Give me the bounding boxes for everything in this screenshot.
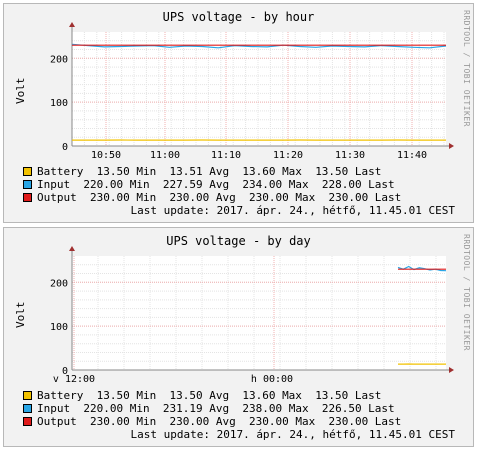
legend-row-output: Output 230.00 Min 230.00 Avg 230.00 Max … [23, 415, 401, 428]
legend-row-battery: Battery 13.50 Min 13.51 Avg 13.60 Max 13… [23, 165, 401, 178]
legend-avg: 230.00 Avg [169, 191, 236, 204]
plot-area: 0 100 200 10:50 11:00 11:10 11:20 11:30 11:40 [50, 22, 454, 161]
y-tick-label: 100 [50, 98, 68, 109]
legend-name: Input [37, 178, 71, 191]
chart-title: UPS voltage - by hour [162, 10, 315, 24]
x-tick-label: 11:30 [335, 150, 365, 161]
last-update: Last update: 2017. ápr. 24., hétfő, 11.4… [130, 204, 455, 217]
legend-min: 230.00 Min [90, 191, 157, 204]
rrdtool-credit: RRDTOOL / TOBI OETIKER [462, 10, 471, 127]
legend-max: 230.00 Max [248, 415, 316, 428]
legend-max: 234.00 Max [242, 178, 309, 191]
input-swatch [23, 180, 32, 189]
series-line-input [397, 265, 447, 272]
legend-row-battery: Battery 13.50 Min 13.50 Avg 13.60 Max 13… [23, 389, 401, 402]
y-axis-arrow [69, 246, 75, 251]
legend-last: 230.00 Last [328, 415, 402, 428]
battery-swatch [23, 391, 32, 400]
legend-min: 230.00 Min [90, 415, 157, 428]
y-tick-label: 200 [50, 54, 68, 65]
legend-avg: 230.00 Avg [169, 415, 236, 428]
legend-max: 13.60 Max [242, 165, 302, 178]
output-swatch [23, 417, 32, 426]
legend-min: 13.50 Min [96, 389, 157, 402]
legend-max: 13.60 Max [242, 389, 302, 402]
legend-avg: 231.19 Avg [162, 402, 230, 415]
legend-last: 228.00 Last [321, 178, 395, 191]
y-tick-label: 100 [50, 322, 68, 333]
y-axis-arrow [69, 22, 75, 27]
plot-area: 0 100 200 v 12:00 h 00:00 [50, 246, 454, 385]
x-tick-label: 11:40 [397, 150, 427, 161]
input-swatch [23, 404, 32, 413]
x-axis-arrow [449, 143, 454, 149]
battery-swatch [23, 167, 32, 176]
chart-panel-hour: UPS voltage - by hour RRDTOOL / TOBI OET… [3, 3, 474, 223]
last-update: Last update: 2017. ápr. 24., hétfő, 11.4… [130, 428, 455, 441]
y-tick-label: 0 [62, 142, 68, 153]
legend-avg: 13.50 Avg [169, 389, 230, 402]
x-tick-label: h 00:00 [251, 374, 293, 385]
legend-min: 220.00 Min [83, 402, 150, 415]
legend-max: 230.00 Max [248, 191, 316, 204]
legend-name: Output [37, 415, 77, 428]
legend-max: 238.00 Max [242, 402, 309, 415]
y-tick-label: 0 [62, 366, 68, 377]
x-axis-arrow [449, 367, 454, 373]
output-swatch [23, 193, 32, 202]
x-tick-label: 11:00 [150, 150, 180, 161]
legend: Battery 13.50 Min 13.51 Avg 13.60 Max 13… [23, 165, 401, 204]
legend-row-output: Output 230.00 Min 230.00 Avg 230.00 Max … [23, 191, 401, 204]
legend-name: Output [37, 191, 77, 204]
x-tick-label: 11:10 [211, 150, 241, 161]
x-tick-label: v 12:00 [53, 374, 95, 385]
legend-row-input: Input 220.00 Min 231.19 Avg 238.00 Max 2… [23, 402, 401, 415]
y-tick-label: 200 [50, 278, 68, 289]
legend-row-input: Input 220.00 Min 227.59 Avg 234.00 Max 2… [23, 178, 401, 191]
legend-min: 220.00 Min [83, 178, 150, 191]
x-tick-label: 10:50 [91, 150, 121, 161]
chart-panel-day: UPS voltage - by day RRDTOOL / TOBI OETI… [3, 227, 474, 447]
legend-min: 13.50 Min [96, 165, 157, 178]
legend-name: Input [37, 402, 71, 415]
legend: Battery 13.50 Min 13.50 Avg 13.60 Max 13… [23, 389, 401, 428]
legend-last: 13.50 Last [315, 389, 382, 402]
rrdtool-credit: RRDTOOL / TOBI OETIKER [462, 234, 471, 351]
legend-name: Battery [37, 165, 84, 178]
legend-avg: 13.51 Avg [169, 165, 230, 178]
legend-last: 230.00 Last [328, 191, 402, 204]
legend-last: 226.50 Last [321, 402, 395, 415]
legend-name: Battery [37, 389, 84, 402]
chart-title: UPS voltage - by day [166, 234, 311, 248]
legend-last: 13.50 Last [315, 165, 382, 178]
x-tick-label: 11:20 [273, 150, 303, 161]
legend-avg: 227.59 Avg [162, 178, 230, 191]
